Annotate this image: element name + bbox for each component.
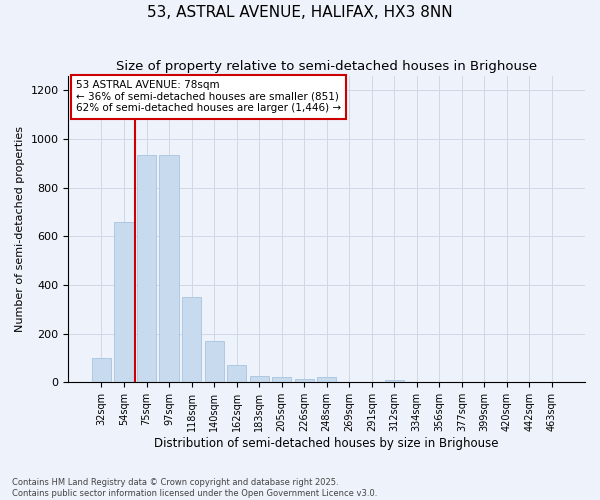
Bar	[385, 380, 404, 382]
Bar	[295, 379, 314, 382]
Bar	[92, 358, 111, 382]
X-axis label: Distribution of semi-detached houses by size in Brighouse: Distribution of semi-detached houses by …	[154, 437, 499, 450]
Bar	[205, 341, 224, 382]
Bar	[137, 154, 156, 382]
Bar	[115, 222, 134, 382]
Bar	[272, 377, 291, 382]
Text: Contains HM Land Registry data © Crown copyright and database right 2025.
Contai: Contains HM Land Registry data © Crown c…	[12, 478, 377, 498]
Bar	[160, 154, 179, 382]
Bar	[182, 297, 201, 382]
Text: 53 ASTRAL AVENUE: 78sqm
← 36% of semi-detached houses are smaller (851)
62% of s: 53 ASTRAL AVENUE: 78sqm ← 36% of semi-de…	[76, 80, 341, 114]
Title: Size of property relative to semi-detached houses in Brighouse: Size of property relative to semi-detach…	[116, 60, 537, 73]
Y-axis label: Number of semi-detached properties: Number of semi-detached properties	[15, 126, 25, 332]
Text: 53, ASTRAL AVENUE, HALIFAX, HX3 8NN: 53, ASTRAL AVENUE, HALIFAX, HX3 8NN	[147, 5, 453, 20]
Bar	[317, 378, 336, 382]
Bar	[227, 366, 246, 382]
Bar	[250, 376, 269, 382]
